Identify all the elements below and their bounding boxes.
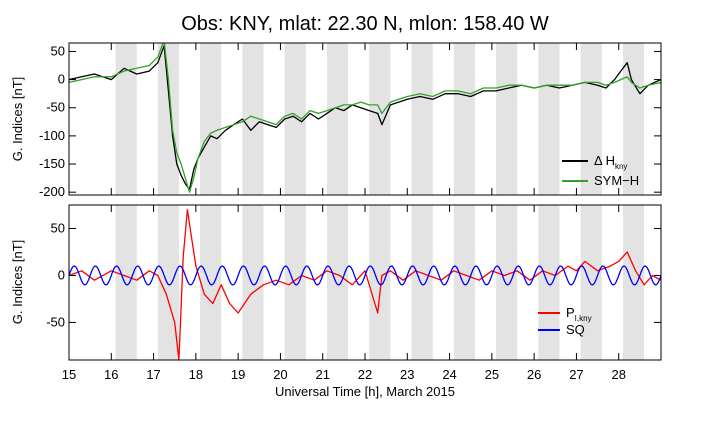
night-band-bottom-8 (453, 205, 475, 360)
x-tick-label-27: 27 (569, 367, 583, 382)
night-band-top-11 (580, 43, 602, 195)
night-shading-bottom (115, 205, 645, 360)
legend-bottom: PI,kny SQ (538, 305, 592, 337)
night-band-top-1 (157, 43, 179, 195)
y-tick-label-top--50: -50 (46, 100, 65, 115)
legend-label-delta-h: Δ Hkny (594, 153, 627, 171)
legend-top: Δ Hkny SYM−H (562, 153, 639, 188)
x-tick-label-25: 25 (485, 367, 499, 382)
y-tick-label-bottom--50: -50 (46, 314, 65, 329)
x-axis-label: Universal Time [h], March 2015 (275, 384, 455, 399)
night-band-bottom-4 (284, 205, 306, 360)
x-tick-label-15: 15 (62, 367, 76, 382)
series-line-top-1 (69, 43, 661, 193)
x-tick-label-19: 19 (231, 367, 245, 382)
y-tick-label-bottom-0: 0 (58, 267, 65, 282)
x-tick-label-20: 20 (273, 367, 287, 382)
y-tick-label-bottom-50: 50 (51, 220, 65, 235)
x-tick-label-18: 18 (189, 367, 203, 382)
night-band-bottom-9 (496, 205, 518, 360)
y-tick-label-top-50: 50 (51, 43, 65, 58)
night-band-top-9 (496, 43, 518, 195)
ticks-bottom: 50 0 -50 15 16 17 18 19 20 21 22 23 24 25 26 27 28 (46, 205, 661, 382)
y-tick-label-top-0: 0 (58, 72, 65, 87)
x-tick-label-22: 22 (358, 367, 372, 382)
night-band-bottom-12 (622, 205, 645, 360)
night-band-bottom-3 (242, 205, 264, 360)
top-panel: 50 0 -50 -100 -150 -200 G. Indices [nT] Δ Hkn… (10, 42, 662, 199)
night-band-bottom-1 (157, 205, 179, 360)
x-tick-label-21: 21 (315, 367, 329, 382)
series-line-bottom-1 (69, 265, 661, 286)
night-band-bottom-11 (580, 205, 602, 360)
night-band-top-12 (622, 43, 645, 195)
night-band-top-8 (453, 43, 475, 195)
y-tick-label-top--150: -150 (39, 156, 65, 171)
night-band-bottom-5 (326, 205, 349, 360)
legend-label-pi: PI,kny (566, 305, 592, 323)
series-line-bottom-0 (69, 209, 661, 360)
ticks-top: 50 0 -50 -100 -150 -200 (39, 43, 661, 199)
series-lines-bottom (69, 209, 661, 360)
x-tick-label-23: 23 (400, 367, 414, 382)
y-tick-label-top--100: -100 (39, 128, 65, 143)
bottom-panel: 50 0 -50 15 16 17 18 19 20 21 22 23 24 25 26 27 28 G. In… (10, 204, 662, 399)
series-line-top-0 (69, 45, 661, 191)
night-band-top-4 (284, 43, 306, 195)
night-band-bottom-6 (369, 205, 391, 360)
night-band-top-5 (326, 43, 349, 195)
series-lines-top (69, 43, 661, 193)
y-tick-label-top--200: -200 (39, 184, 65, 199)
x-tick-label-26: 26 (527, 367, 541, 382)
chart-title: Obs: KNY, mlat: 22.30 N, mlon: 158.40 W (181, 13, 549, 35)
night-band-bottom-7 (411, 205, 433, 360)
legend-label-sym-h: SYM−H (594, 173, 639, 188)
night-band-bottom-0 (115, 205, 137, 360)
x-tick-label-16: 16 (104, 367, 118, 382)
night-band-bottom-10 (538, 205, 560, 360)
x-tick-label-17: 17 (146, 367, 160, 382)
night-band-top-7 (411, 43, 433, 195)
night-band-bottom-2 (200, 205, 222, 360)
night-band-top-2 (200, 43, 222, 195)
y-axis-label-top: G. Indices [nT] (10, 77, 25, 162)
y-axis-label-bottom: G. Indices [nT] (10, 240, 25, 325)
night-band-top-10 (538, 43, 560, 195)
night-band-top-3 (242, 43, 264, 195)
x-tick-label-28: 28 (611, 367, 625, 382)
night-band-top-0 (115, 43, 137, 195)
legend-label-sq: SQ (566, 322, 585, 337)
x-tick-label-24: 24 (442, 367, 456, 382)
